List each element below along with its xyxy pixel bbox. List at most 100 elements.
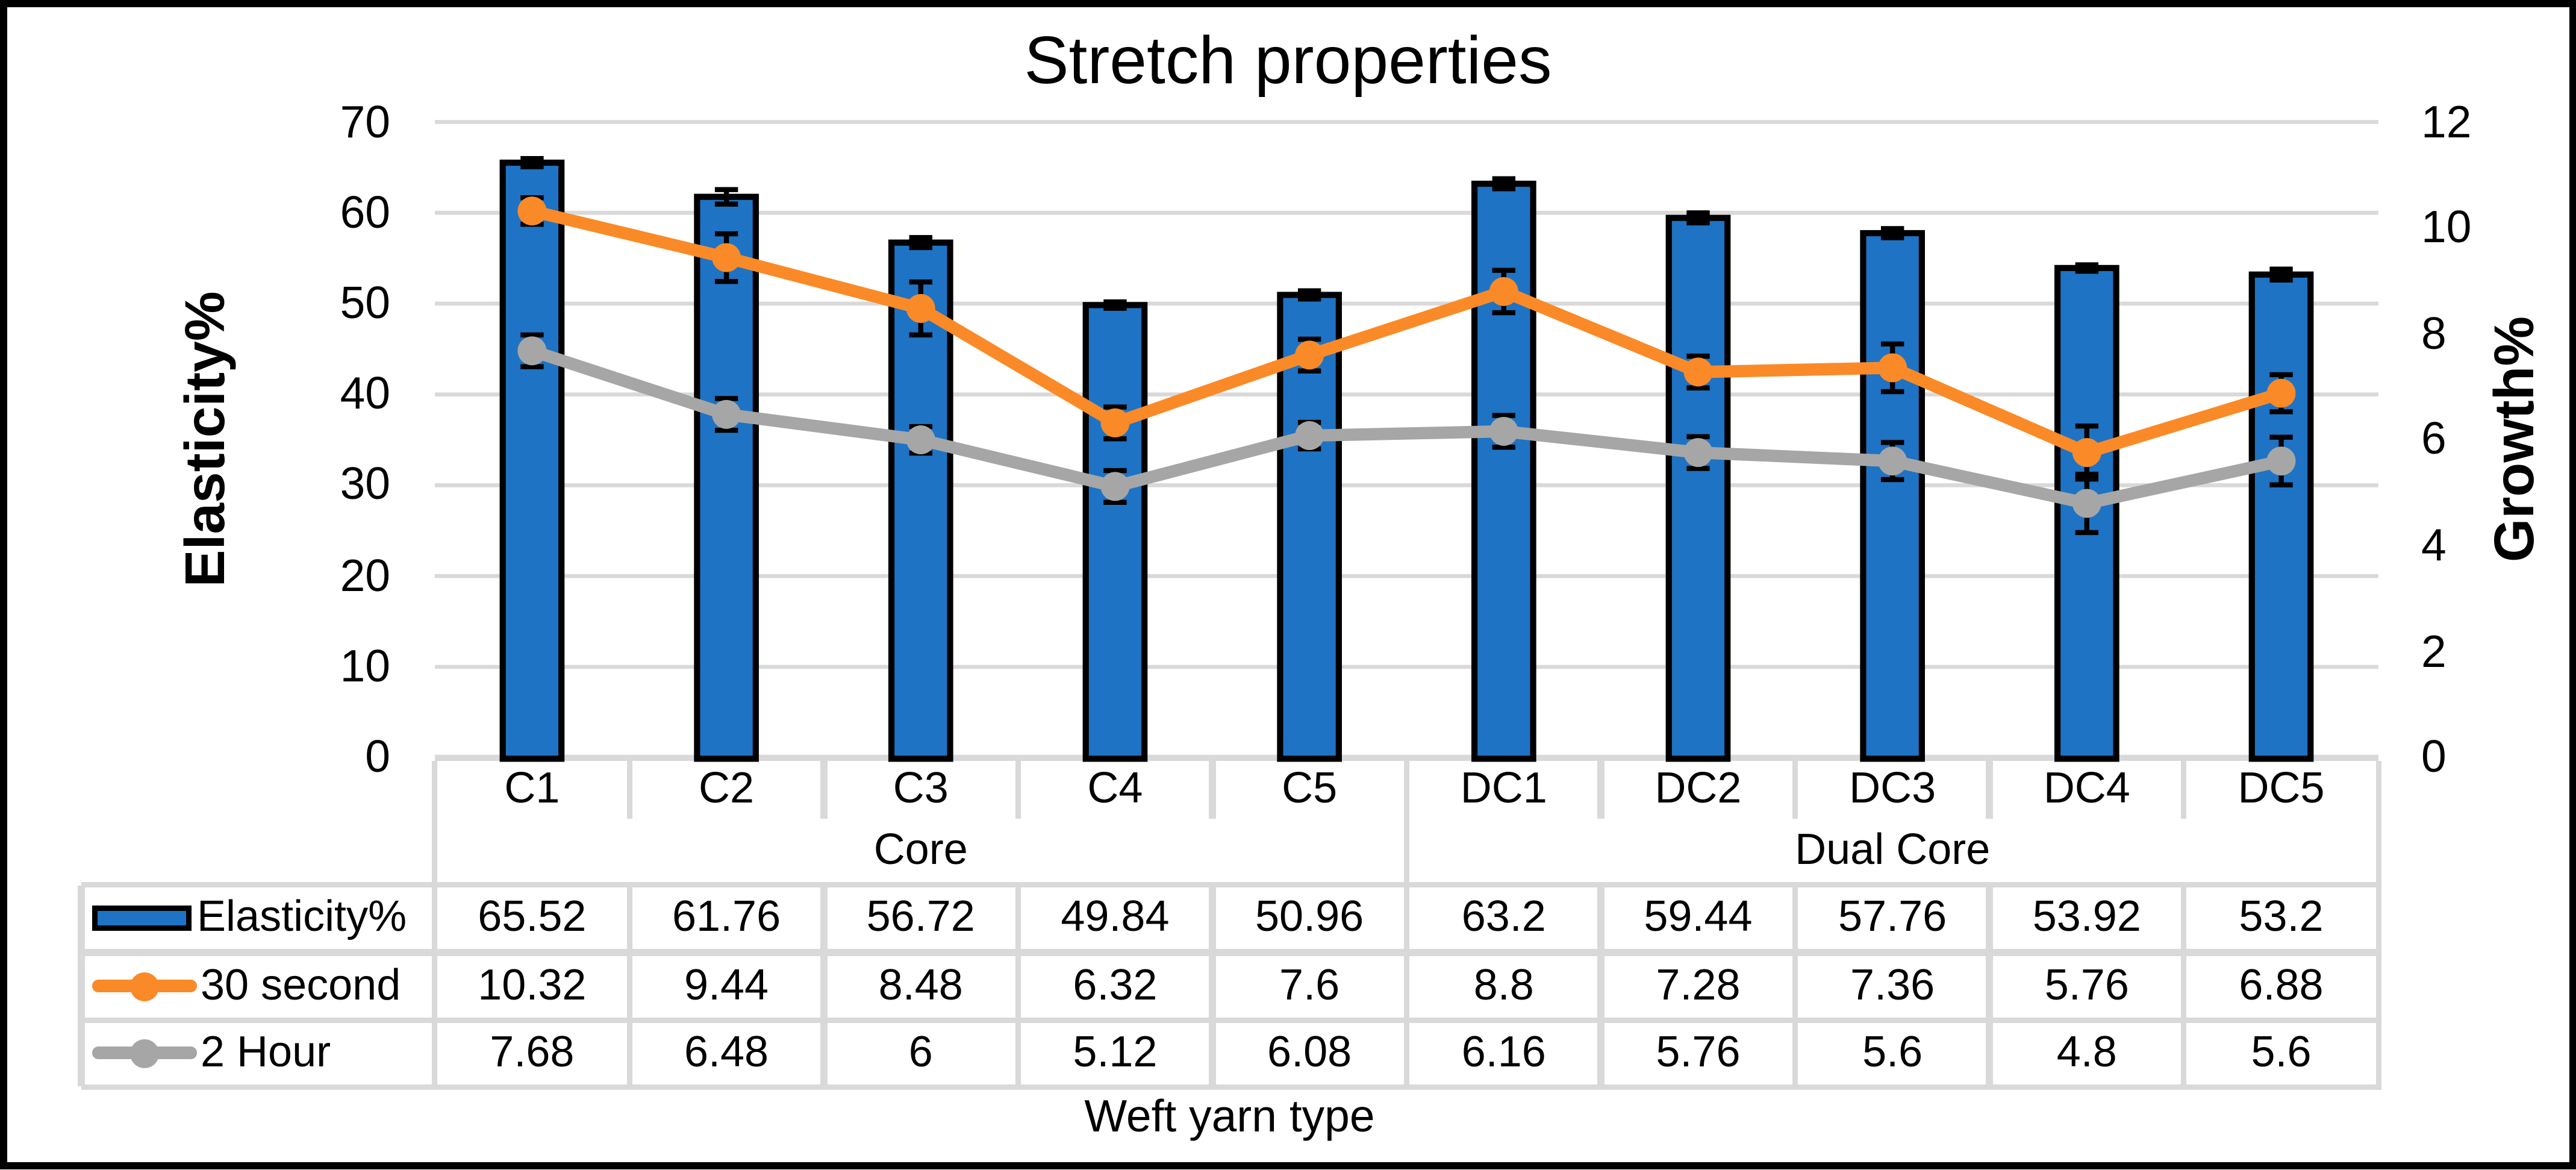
value-cell: 5.12 bbox=[1073, 1028, 1158, 1077]
table-line-v bbox=[626, 760, 632, 819]
bar bbox=[2248, 271, 2314, 762]
left-tick-label: 0 bbox=[365, 732, 390, 783]
group-cell: Dual Core bbox=[1795, 827, 1991, 876]
series-marker bbox=[1683, 357, 1713, 387]
series-marker bbox=[1489, 416, 1518, 446]
right-tick-label: 12 bbox=[2421, 96, 2472, 148]
right-tick-label: 4 bbox=[2421, 520, 2447, 571]
table-line-h bbox=[81, 1016, 2381, 1023]
table-line-v bbox=[1986, 760, 1993, 819]
table-line-v bbox=[820, 885, 827, 1087]
value-cell: 6.32 bbox=[1073, 960, 1158, 1010]
table-line-v bbox=[432, 819, 438, 886]
category-cell: DC5 bbox=[2238, 765, 2325, 814]
right-tick-label: 10 bbox=[2421, 202, 2472, 254]
table-line-v bbox=[1015, 885, 1021, 1087]
value-cell: 7.68 bbox=[490, 1028, 575, 1077]
value-cell: 49.84 bbox=[1061, 893, 1170, 942]
value-cell: 7.28 bbox=[1656, 960, 1741, 1010]
table-line-v bbox=[1986, 885, 1993, 1087]
table-line-v bbox=[432, 760, 438, 819]
series-marker bbox=[906, 425, 935, 455]
series-marker bbox=[1489, 277, 1518, 306]
value-cell: 50.96 bbox=[1255, 893, 1364, 942]
table-line-v bbox=[820, 760, 827, 819]
x-axis-title: Weft yarn type bbox=[1084, 1092, 1375, 1142]
left-tick-label: 60 bbox=[340, 187, 390, 239]
value-cell: 5.6 bbox=[2251, 1028, 2312, 1077]
value-cell: 6.08 bbox=[1267, 1028, 1352, 1077]
table-line-v bbox=[2375, 819, 2381, 886]
legend-label: Elasticity% bbox=[197, 893, 407, 942]
bar bbox=[1082, 302, 1148, 762]
legend-swatch-bar bbox=[92, 906, 192, 931]
legend-label: 2 Hour bbox=[201, 1028, 331, 1077]
value-cell: 57.76 bbox=[1838, 893, 1947, 942]
category-cell: DC4 bbox=[2043, 765, 2130, 814]
table-line-v bbox=[1209, 885, 1215, 1087]
series-marker bbox=[1100, 472, 1130, 501]
value-cell: 6.16 bbox=[1461, 1028, 1546, 1077]
series-marker bbox=[517, 336, 547, 366]
bar bbox=[1665, 214, 1731, 762]
right-tick-label: 2 bbox=[2421, 626, 2447, 677]
table-line-v bbox=[1209, 760, 1215, 819]
table-line-v bbox=[1792, 885, 1798, 1087]
series-marker bbox=[1683, 438, 1713, 468]
value-cell: 8.8 bbox=[1473, 960, 1534, 1010]
series-marker bbox=[1100, 408, 1130, 437]
value-cell: 53.92 bbox=[2032, 893, 2141, 942]
group-cell: Core bbox=[873, 827, 968, 876]
left-tick-label: 70 bbox=[340, 96, 390, 148]
table-line-v bbox=[1403, 819, 1410, 886]
category-cell: C5 bbox=[1282, 765, 1338, 814]
value-cell: 65.52 bbox=[478, 893, 587, 942]
category-cell: C4 bbox=[1087, 765, 1143, 814]
table-line-h bbox=[81, 1083, 2381, 1090]
legend-cell: 30 second bbox=[81, 953, 435, 1020]
value-cell: 7.6 bbox=[1279, 960, 1340, 1010]
bar bbox=[1860, 230, 1926, 762]
category-cell: C3 bbox=[893, 765, 949, 814]
left-tick-label: 20 bbox=[340, 551, 390, 602]
table-line-v bbox=[1015, 760, 1021, 819]
left-tick-label: 50 bbox=[340, 278, 390, 329]
category-cell: DC3 bbox=[1849, 765, 1936, 814]
series-marker bbox=[517, 196, 547, 226]
series-line bbox=[526, 345, 2288, 510]
category-cell: C1 bbox=[504, 765, 560, 814]
value-cell: 59.44 bbox=[1644, 893, 1753, 942]
value-cell: 8.48 bbox=[878, 960, 963, 1010]
series-marker bbox=[2266, 378, 2296, 408]
value-cell: 6.48 bbox=[684, 1028, 769, 1077]
series-marker bbox=[1878, 353, 1907, 383]
left-tick-label: 40 bbox=[340, 369, 390, 420]
legend-dot bbox=[130, 971, 159, 1001]
series-marker bbox=[2072, 489, 2101, 518]
value-cell: 7.36 bbox=[1850, 960, 1935, 1010]
value-cell: 6.88 bbox=[2239, 960, 2324, 1010]
bar bbox=[499, 159, 565, 762]
right-tick-label: 0 bbox=[2421, 732, 2447, 783]
legend-swatch-line bbox=[92, 970, 197, 1003]
category-cell: C2 bbox=[699, 765, 755, 814]
table-line-v bbox=[1598, 760, 1605, 819]
bar bbox=[694, 193, 759, 762]
value-cell: 4.8 bbox=[2056, 1028, 2117, 1077]
value-cell: 63.2 bbox=[1461, 893, 1546, 942]
category-cell: DC1 bbox=[1460, 765, 1547, 814]
table-line-v bbox=[2181, 760, 2188, 819]
table-line-h bbox=[81, 949, 2381, 956]
table-line-h bbox=[81, 882, 2381, 889]
table-line-v bbox=[2375, 760, 2381, 819]
table-line-v bbox=[2181, 885, 2188, 1087]
value-cell: 10.32 bbox=[478, 960, 587, 1010]
series-marker bbox=[1295, 421, 1324, 451]
legend-label: 30 second bbox=[201, 960, 401, 1010]
table-line-v bbox=[626, 885, 632, 1087]
value-cell: 6 bbox=[908, 1028, 933, 1077]
table-line-v bbox=[78, 885, 85, 1087]
series-marker bbox=[2266, 446, 2296, 476]
value-cell: 5.76 bbox=[1656, 1028, 1741, 1077]
